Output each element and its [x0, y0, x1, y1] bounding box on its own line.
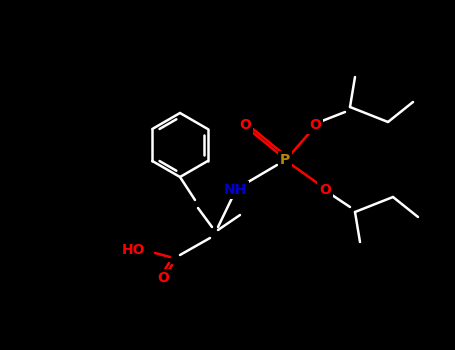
Text: HO: HO — [121, 243, 145, 257]
Text: O: O — [319, 183, 331, 197]
Text: P: P — [280, 153, 290, 167]
Text: O: O — [157, 271, 169, 285]
Text: NH: NH — [223, 183, 247, 197]
Text: O: O — [309, 118, 321, 132]
Text: O: O — [239, 118, 251, 132]
